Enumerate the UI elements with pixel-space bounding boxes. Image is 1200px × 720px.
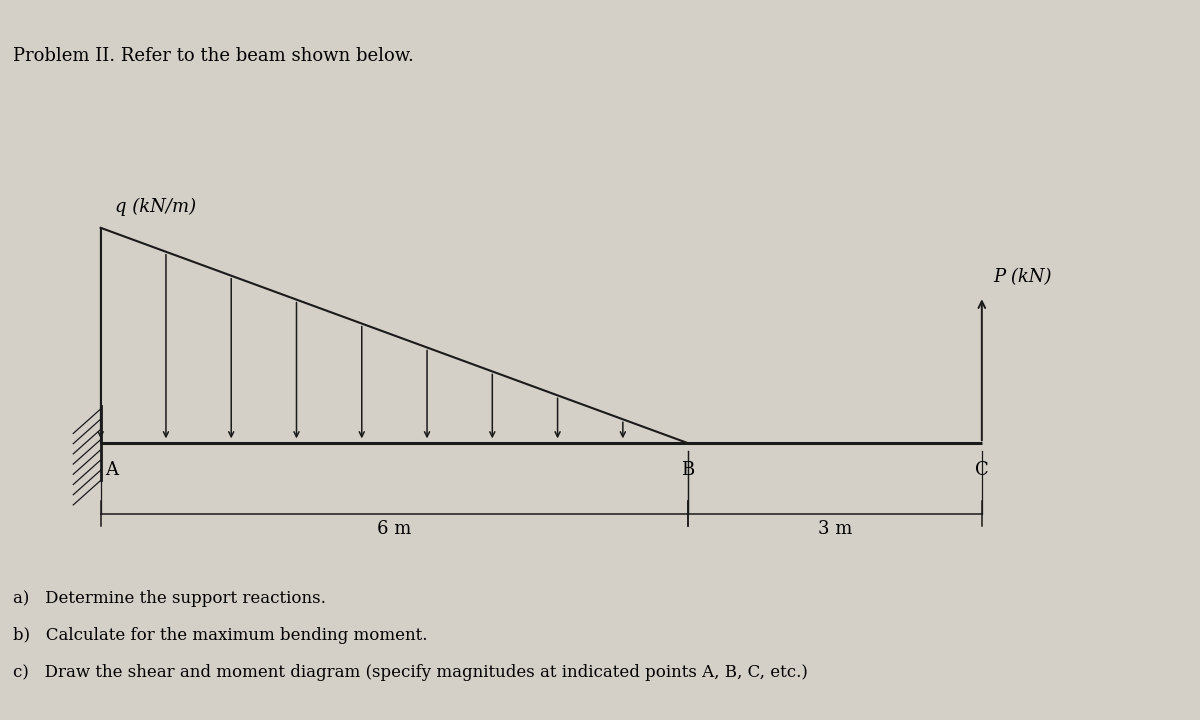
Text: b)   Calculate for the maximum bending moment.: b) Calculate for the maximum bending mom… bbox=[12, 627, 427, 644]
Text: B: B bbox=[682, 461, 695, 479]
Text: q (kN/m): q (kN/m) bbox=[115, 198, 197, 216]
Text: 3 m: 3 m bbox=[817, 520, 852, 538]
Text: A: A bbox=[106, 461, 119, 479]
Text: c)   Draw the shear and moment diagram (specify magnitudes at indicated points A: c) Draw the shear and moment diagram (sp… bbox=[12, 665, 808, 682]
Text: P (kN): P (kN) bbox=[994, 269, 1052, 287]
Text: C: C bbox=[974, 461, 989, 479]
Text: Problem II. Refer to the beam shown below.: Problem II. Refer to the beam shown belo… bbox=[12, 47, 414, 65]
Text: 6 m: 6 m bbox=[377, 520, 412, 538]
Text: a)   Determine the support reactions.: a) Determine the support reactions. bbox=[12, 590, 325, 607]
